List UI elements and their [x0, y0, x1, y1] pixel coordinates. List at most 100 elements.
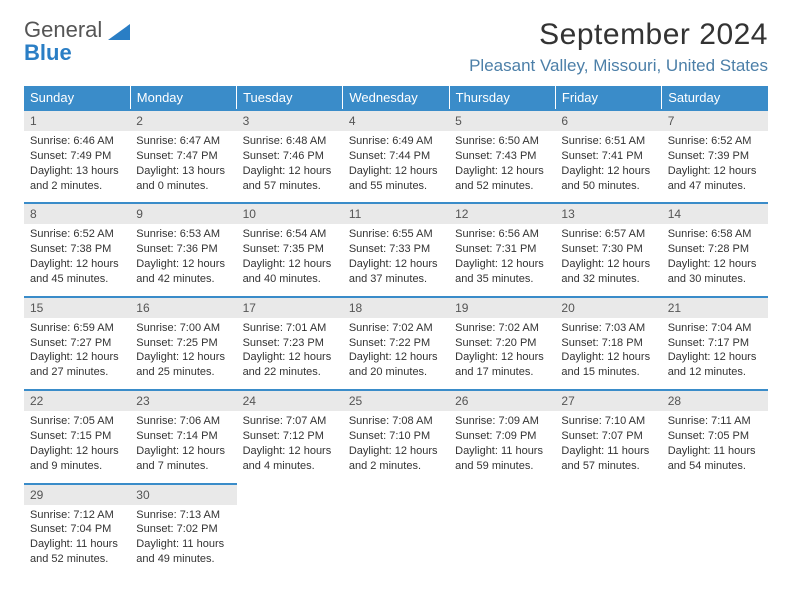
day-data: Sunrise: 6:50 AMSunset: 7:43 PMDaylight:…	[449, 131, 555, 199]
calendar-day-cell: 17Sunrise: 7:01 AMSunset: 7:23 PMDayligh…	[237, 294, 343, 387]
day-dl2: and 52 minutes.	[455, 179, 549, 194]
day-dl2: and 32 minutes.	[561, 272, 655, 287]
day-sr: Sunrise: 6:57 AM	[561, 227, 655, 242]
day-dl2: and 2 minutes.	[349, 459, 443, 474]
day-sr: Sunrise: 7:06 AM	[136, 414, 230, 429]
day-sr: Sunrise: 7:13 AM	[136, 508, 230, 523]
day-sr: Sunrise: 7:09 AM	[455, 414, 549, 429]
day-data: Sunrise: 7:05 AMSunset: 7:15 PMDaylight:…	[24, 411, 130, 479]
day-ss: Sunset: 7:27 PM	[30, 336, 124, 351]
day-ss: Sunset: 7:05 PM	[668, 429, 762, 444]
day-data: Sunrise: 6:47 AMSunset: 7:47 PMDaylight:…	[130, 131, 236, 199]
calendar-day-cell: 14Sunrise: 6:58 AMSunset: 7:28 PMDayligh…	[662, 201, 768, 294]
calendar-week-row: 1Sunrise: 6:46 AMSunset: 7:49 PMDaylight…	[24, 109, 768, 201]
day-data: Sunrise: 6:52 AMSunset: 7:38 PMDaylight:…	[24, 224, 130, 292]
day-ss: Sunset: 7:49 PM	[30, 149, 124, 164]
day-dl1: Daylight: 12 hours	[243, 350, 337, 365]
day-number: 8	[24, 202, 130, 224]
day-data: Sunrise: 7:13 AMSunset: 7:02 PMDaylight:…	[130, 505, 236, 573]
calendar-day-cell: 22Sunrise: 7:05 AMSunset: 7:15 PMDayligh…	[24, 388, 130, 481]
day-number: 26	[449, 389, 555, 411]
calendar-day-cell: 1Sunrise: 6:46 AMSunset: 7:49 PMDaylight…	[24, 109, 130, 201]
day-data: Sunrise: 7:10 AMSunset: 7:07 PMDaylight:…	[555, 411, 661, 479]
day-dl1: Daylight: 12 hours	[455, 164, 549, 179]
day-dl2: and 0 minutes.	[136, 179, 230, 194]
calendar-day-cell: 28Sunrise: 7:11 AMSunset: 7:05 PMDayligh…	[662, 388, 768, 481]
day-number: 19	[449, 296, 555, 318]
calendar-day-cell: 8Sunrise: 6:52 AMSunset: 7:38 PMDaylight…	[24, 201, 130, 294]
day-dl1: Daylight: 12 hours	[243, 257, 337, 272]
day-sr: Sunrise: 7:05 AM	[30, 414, 124, 429]
day-data: Sunrise: 6:58 AMSunset: 7:28 PMDaylight:…	[662, 224, 768, 292]
calendar-day-cell: 21Sunrise: 7:04 AMSunset: 7:17 PMDayligh…	[662, 294, 768, 387]
day-dl1: Daylight: 12 hours	[668, 164, 762, 179]
calendar-day-cell: 19Sunrise: 7:02 AMSunset: 7:20 PMDayligh…	[449, 294, 555, 387]
day-dl1: Daylight: 12 hours	[349, 164, 443, 179]
dow-header: Wednesday	[343, 86, 449, 109]
day-ss: Sunset: 7:41 PM	[561, 149, 655, 164]
day-ss: Sunset: 7:10 PM	[349, 429, 443, 444]
day-sr: Sunrise: 6:49 AM	[349, 134, 443, 149]
day-dl2: and 50 minutes.	[561, 179, 655, 194]
dow-header: Friday	[555, 86, 661, 109]
calendar-day-cell: 4Sunrise: 6:49 AMSunset: 7:44 PMDaylight…	[343, 109, 449, 201]
logo-text: General Blue	[24, 18, 102, 64]
day-dl1: Daylight: 12 hours	[561, 164, 655, 179]
day-sr: Sunrise: 7:00 AM	[136, 321, 230, 336]
day-dl1: Daylight: 11 hours	[668, 444, 762, 459]
location-text: Pleasant Valley, Missouri, United States	[469, 56, 768, 76]
day-data: Sunrise: 6:51 AMSunset: 7:41 PMDaylight:…	[555, 131, 661, 199]
calendar-day-cell: 25Sunrise: 7:08 AMSunset: 7:10 PMDayligh…	[343, 388, 449, 481]
day-data: Sunrise: 6:55 AMSunset: 7:33 PMDaylight:…	[343, 224, 449, 292]
day-dl1: Daylight: 12 hours	[561, 257, 655, 272]
dow-header: Sunday	[24, 86, 130, 109]
day-number: 12	[449, 202, 555, 224]
day-dl2: and 15 minutes.	[561, 365, 655, 380]
day-ss: Sunset: 7:15 PM	[30, 429, 124, 444]
day-number: 3	[237, 109, 343, 131]
day-data: Sunrise: 7:02 AMSunset: 7:20 PMDaylight:…	[449, 318, 555, 386]
day-dl1: Daylight: 12 hours	[30, 444, 124, 459]
day-sr: Sunrise: 6:59 AM	[30, 321, 124, 336]
day-ss: Sunset: 7:18 PM	[561, 336, 655, 351]
day-ss: Sunset: 7:02 PM	[136, 522, 230, 537]
day-number: 28	[662, 389, 768, 411]
day-data: Sunrise: 7:03 AMSunset: 7:18 PMDaylight:…	[555, 318, 661, 386]
day-number: 22	[24, 389, 130, 411]
day-dl2: and 57 minutes.	[243, 179, 337, 194]
day-number: 27	[555, 389, 661, 411]
calendar-day-cell: 29Sunrise: 7:12 AMSunset: 7:04 PMDayligh…	[24, 481, 130, 574]
day-dl2: and 7 minutes.	[136, 459, 230, 474]
dow-header: Monday	[130, 86, 236, 109]
calendar-week-row: 15Sunrise: 6:59 AMSunset: 7:27 PMDayligh…	[24, 294, 768, 387]
day-number: 24	[237, 389, 343, 411]
day-dl2: and 35 minutes.	[455, 272, 549, 287]
day-number: 14	[662, 202, 768, 224]
day-data: Sunrise: 6:49 AMSunset: 7:44 PMDaylight:…	[343, 131, 449, 199]
calendar-day-cell: 2Sunrise: 6:47 AMSunset: 7:47 PMDaylight…	[130, 109, 236, 201]
day-ss: Sunset: 7:14 PM	[136, 429, 230, 444]
day-dl2: and 57 minutes.	[561, 459, 655, 474]
day-ss: Sunset: 7:20 PM	[455, 336, 549, 351]
day-ss: Sunset: 7:22 PM	[349, 336, 443, 351]
day-dl1: Daylight: 13 hours	[30, 164, 124, 179]
day-dl1: Daylight: 11 hours	[30, 537, 124, 552]
day-dl2: and 22 minutes.	[243, 365, 337, 380]
day-ss: Sunset: 7:39 PM	[668, 149, 762, 164]
day-ss: Sunset: 7:04 PM	[30, 522, 124, 537]
day-data: Sunrise: 7:09 AMSunset: 7:09 PMDaylight:…	[449, 411, 555, 479]
logo-line1: General	[24, 17, 102, 42]
dow-header: Tuesday	[237, 86, 343, 109]
day-dl2: and 47 minutes.	[668, 179, 762, 194]
day-ss: Sunset: 7:09 PM	[455, 429, 549, 444]
day-number: 30	[130, 483, 236, 505]
day-data: Sunrise: 6:57 AMSunset: 7:30 PMDaylight:…	[555, 224, 661, 292]
day-dl1: Daylight: 12 hours	[136, 257, 230, 272]
day-data: Sunrise: 6:56 AMSunset: 7:31 PMDaylight:…	[449, 224, 555, 292]
calendar-day-cell: 12Sunrise: 6:56 AMSunset: 7:31 PMDayligh…	[449, 201, 555, 294]
day-number: 29	[24, 483, 130, 505]
calendar-day-cell: 15Sunrise: 6:59 AMSunset: 7:27 PMDayligh…	[24, 294, 130, 387]
day-number: 16	[130, 296, 236, 318]
day-dl2: and 45 minutes.	[30, 272, 124, 287]
day-dl2: and 4 minutes.	[243, 459, 337, 474]
